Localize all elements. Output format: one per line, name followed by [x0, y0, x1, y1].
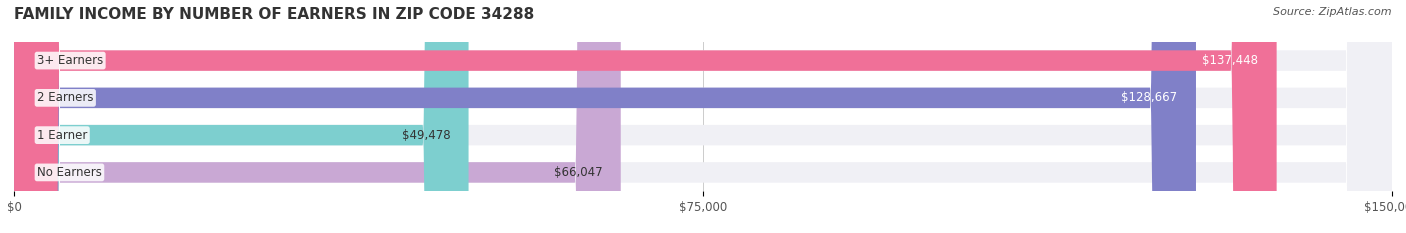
- Text: FAMILY INCOME BY NUMBER OF EARNERS IN ZIP CODE 34288: FAMILY INCOME BY NUMBER OF EARNERS IN ZI…: [14, 7, 534, 22]
- Text: $137,448: $137,448: [1202, 54, 1258, 67]
- Text: 1 Earner: 1 Earner: [37, 129, 87, 142]
- Text: $128,667: $128,667: [1122, 91, 1178, 104]
- Text: 2 Earners: 2 Earners: [37, 91, 94, 104]
- Text: 3+ Earners: 3+ Earners: [37, 54, 103, 67]
- FancyBboxPatch shape: [14, 0, 1392, 233]
- FancyBboxPatch shape: [14, 0, 468, 233]
- Text: $49,478: $49,478: [402, 129, 450, 142]
- FancyBboxPatch shape: [14, 0, 1392, 233]
- FancyBboxPatch shape: [14, 0, 621, 233]
- Text: $66,047: $66,047: [554, 166, 602, 179]
- FancyBboxPatch shape: [14, 0, 1392, 233]
- Text: No Earners: No Earners: [37, 166, 101, 179]
- Text: Source: ZipAtlas.com: Source: ZipAtlas.com: [1274, 7, 1392, 17]
- FancyBboxPatch shape: [14, 0, 1277, 233]
- FancyBboxPatch shape: [14, 0, 1197, 233]
- FancyBboxPatch shape: [14, 0, 1392, 233]
